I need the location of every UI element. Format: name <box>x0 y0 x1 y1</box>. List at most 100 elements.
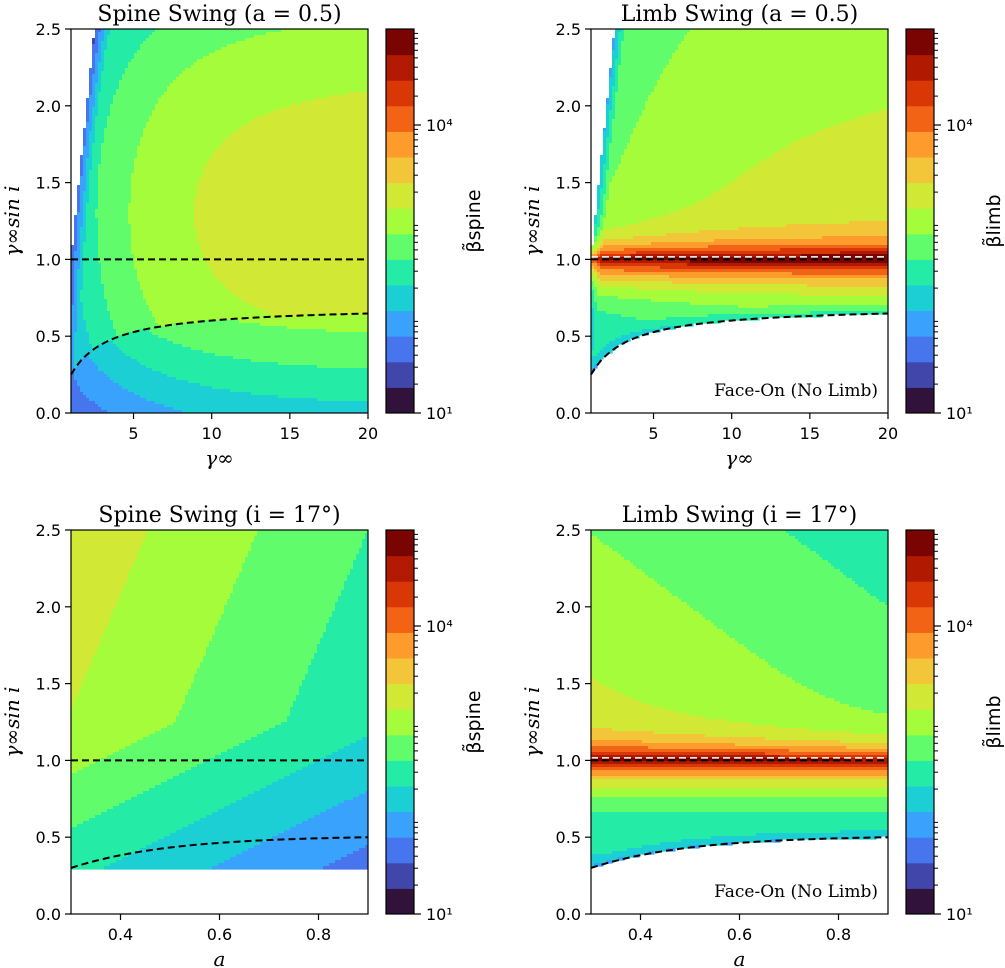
colorbar-level <box>906 709 934 736</box>
colorbar-level <box>386 888 414 915</box>
colorbar-level <box>906 683 934 710</box>
y-tick-label: 2.0 <box>36 598 61 617</box>
x-tick-label: 15 <box>800 424 820 443</box>
colorbar-level <box>386 811 414 838</box>
colorbar-level <box>386 760 414 787</box>
colorbar-level <box>386 131 414 158</box>
y-tick-label: 2.5 <box>556 20 581 39</box>
y-tick-label: 1.0 <box>556 250 581 269</box>
y-axis-label: γ∞sin i <box>0 186 24 257</box>
heatmap <box>71 530 368 870</box>
x-tick-label: 20 <box>358 424 378 443</box>
y-tick-label: 2.0 <box>556 598 581 617</box>
colorbar-level <box>386 606 414 633</box>
y-tick-label: 0.5 <box>36 828 61 847</box>
chart-title: Limb Swing (i = 17°) <box>622 503 857 528</box>
face-on-annotation: Face-On (No Limb) <box>714 381 878 401</box>
colorbar-frame <box>385 28 415 414</box>
chart-panel-4: 0.4 0.6 0.8 0.0 0.5 1.0 1.5 2.0 2.5 Limb Swing (i… <box>520 503 1005 968</box>
colorbar-tick-label: 10⁴ <box>426 116 453 135</box>
y-tick-label: 2.0 <box>36 97 61 116</box>
colorbar-level <box>906 131 934 158</box>
colorbar-level <box>906 888 934 915</box>
x-axis-label: a <box>214 947 226 968</box>
colorbar-level <box>906 555 934 582</box>
chart-title: Spine Swing (a = 0.5) <box>97 2 341 27</box>
chart-panel-3: 0.4 0.6 0.8 0.0 0.5 1.0 1.5 2.0 2.5 Spine Swing (… <box>0 503 485 968</box>
colorbar-tick-label: 10⁴ <box>946 617 973 636</box>
colorbar-label: β̃spine <box>460 690 485 753</box>
y-tick-label: 2.0 <box>556 97 581 116</box>
colorbar-tick-label: 10¹ <box>426 404 453 423</box>
y-tick-label: 1.5 <box>36 174 61 193</box>
colorbar-label: β̃spine <box>460 189 485 252</box>
colorbar-level <box>386 233 414 260</box>
x-axis-label: a <box>734 947 746 968</box>
heatmap <box>71 29 368 413</box>
x-axis-label: γ∞ <box>205 446 234 470</box>
y-tick-label: 0.5 <box>556 828 581 847</box>
colorbar-level <box>386 157 414 184</box>
y-axis-label: γ∞sin i <box>520 186 544 257</box>
face-on-annotation: Face-On (No Limb) <box>714 882 878 902</box>
colorbar-level <box>386 786 414 813</box>
colorbar-level <box>906 182 934 209</box>
x-tick-label: 15 <box>280 424 300 443</box>
colorbar-level <box>906 811 934 838</box>
x-tick-label: 20 <box>878 424 898 443</box>
colorbar-frame <box>905 28 935 414</box>
colorbar-level <box>906 29 934 56</box>
heatmap <box>591 29 888 372</box>
colorbar-level <box>386 361 414 388</box>
colorbar-level <box>906 259 934 286</box>
y-axis-label: γ∞sin i <box>520 687 544 758</box>
colorbar: 10¹ 10⁴ β̃spine <box>385 529 485 924</box>
colorbar-level <box>906 632 934 659</box>
chart-title: Spine Swing (i = 17°) <box>98 503 340 528</box>
colorbar-level <box>906 361 934 388</box>
axes-frame <box>590 28 889 414</box>
y-tick-label: 1.0 <box>36 250 61 269</box>
colorbar-level <box>386 862 414 889</box>
colorbar-level <box>906 285 934 312</box>
heatmap <box>591 530 888 867</box>
colorbar-level <box>906 208 934 235</box>
y-axis-label: γ∞sin i <box>0 687 24 758</box>
colorbar-label: β̃limb <box>980 194 1005 247</box>
chart-panel-2: 5 10 15 20 0.0 0.5 1.0 1.5 2.0 2.5 Limb Swing (a =… <box>520 2 1005 470</box>
colorbar-level <box>906 310 934 337</box>
chart-panel-1: 5 10 15 20 0.0 0.5 1.0 1.5 2.0 2.5 Spine Swing (a … <box>0 2 485 470</box>
x-tick-label: 0.4 <box>628 925 653 944</box>
colorbar-level <box>906 157 934 184</box>
colorbar-level <box>386 54 414 81</box>
y-tick-label: 2.5 <box>36 20 61 39</box>
colorbar-level <box>906 606 934 633</box>
x-tick-label: 0.4 <box>108 925 133 944</box>
colorbar-level <box>386 837 414 864</box>
colorbar-level <box>386 105 414 132</box>
y-tick-label: 0.0 <box>556 905 581 924</box>
colorbar-level <box>906 387 934 414</box>
y-tick-label: 2.5 <box>556 521 581 540</box>
x-tick-label: 5 <box>128 424 138 443</box>
colorbar-label: β̃limb <box>980 695 1005 748</box>
colorbar-tick-label: 10¹ <box>946 404 973 423</box>
colorbar-frame <box>385 529 415 915</box>
y-tick-label: 1.0 <box>556 751 581 770</box>
x-axis-label: γ∞ <box>725 446 754 470</box>
colorbar-level <box>906 530 934 557</box>
y-tick-label: 0.0 <box>556 404 581 423</box>
colorbar: 10¹ 10⁴ β̃limb <box>905 28 1005 423</box>
colorbar-level <box>906 658 934 685</box>
x-tick-label: 0.6 <box>727 925 752 944</box>
colorbar-level <box>386 80 414 107</box>
colorbar-level <box>906 837 934 864</box>
colorbar-level <box>906 54 934 81</box>
y-tick-label: 1.5 <box>556 675 581 694</box>
colorbar-level <box>386 29 414 56</box>
y-tick-label: 0.0 <box>36 905 61 924</box>
x-tick-label: 0.6 <box>207 925 232 944</box>
y-tick-label: 0.5 <box>556 327 581 346</box>
colorbar-level <box>386 208 414 235</box>
y-tick-label: 1.5 <box>36 675 61 694</box>
